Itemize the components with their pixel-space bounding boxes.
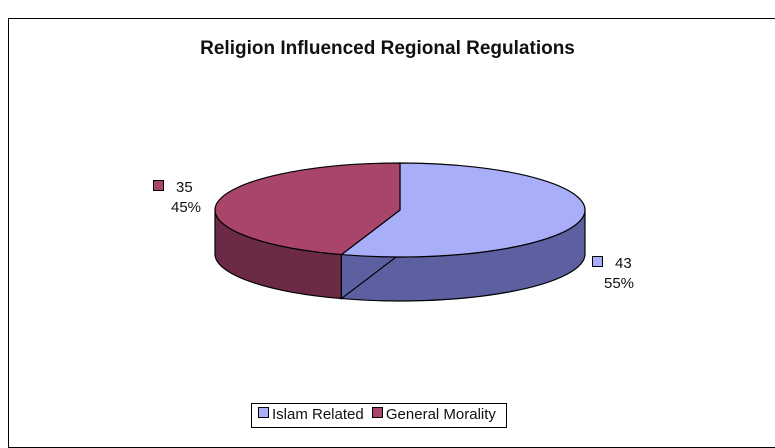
data-label-general-morality: 35 45% [153, 178, 201, 218]
data-label-islam-related: 43 55% [592, 254, 634, 294]
legend-swatch [258, 407, 269, 418]
data-label-percent: 55% [604, 275, 635, 292]
data-label-swatch [153, 180, 164, 191]
data-label-percent: 45% [171, 199, 202, 216]
legend-label: Islam Related [272, 406, 364, 423]
data-label-value: 43 [615, 255, 632, 272]
legend: Islam Related General Morality [251, 403, 507, 428]
pie-slice-islam-related [339, 162, 586, 258]
pie-chart [214, 162, 586, 302]
legend-swatch [371, 407, 383, 418]
legend-label: General Morality [385, 406, 496, 423]
data-label-value: 35 [176, 179, 193, 196]
chart-title: Religion Influenced Regional Regulations [200, 38, 575, 59]
pie-slice-general-morality [214, 162, 401, 256]
legend-item-islam-related: Islam Related [258, 406, 364, 423]
data-label-swatch [592, 256, 603, 267]
legend-item-general-morality: General Morality [371, 406, 496, 423]
